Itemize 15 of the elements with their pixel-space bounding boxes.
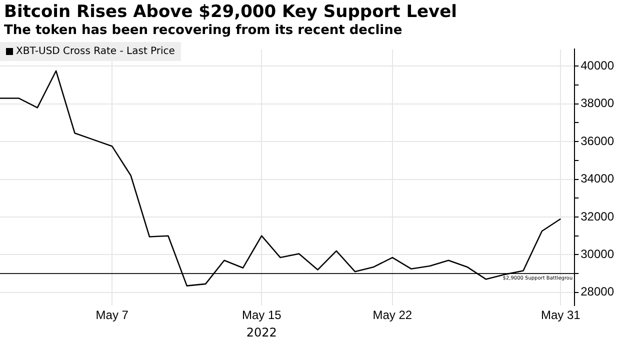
y-tick-label: 32000 [580,209,614,224]
y-tick-label: 38000 [580,96,614,110]
chart-title: Bitcoin Rises Above $29,000 Key Support Level [4,2,457,22]
y-tick-label: 28000 [580,284,614,299]
x-tick-label: May 7 [96,308,129,322]
x-tick-label: May 31 [540,308,581,322]
x-tick-label: May 15 [242,308,282,322]
y-tick-label: 30000 [580,247,614,262]
x-axis-title: 2022 [246,326,277,340]
y-tick-label: 36000 [580,134,614,148]
y-tick-label: 34000 [580,172,614,186]
x-tick-label: May 22 [372,308,412,322]
chart-subtitle: The token has been recovering from its recent decline [4,23,402,38]
y-tick-label: 40000 [580,58,614,72]
legend-label: XBT-USD Cross Rate - Last Price [16,46,175,57]
